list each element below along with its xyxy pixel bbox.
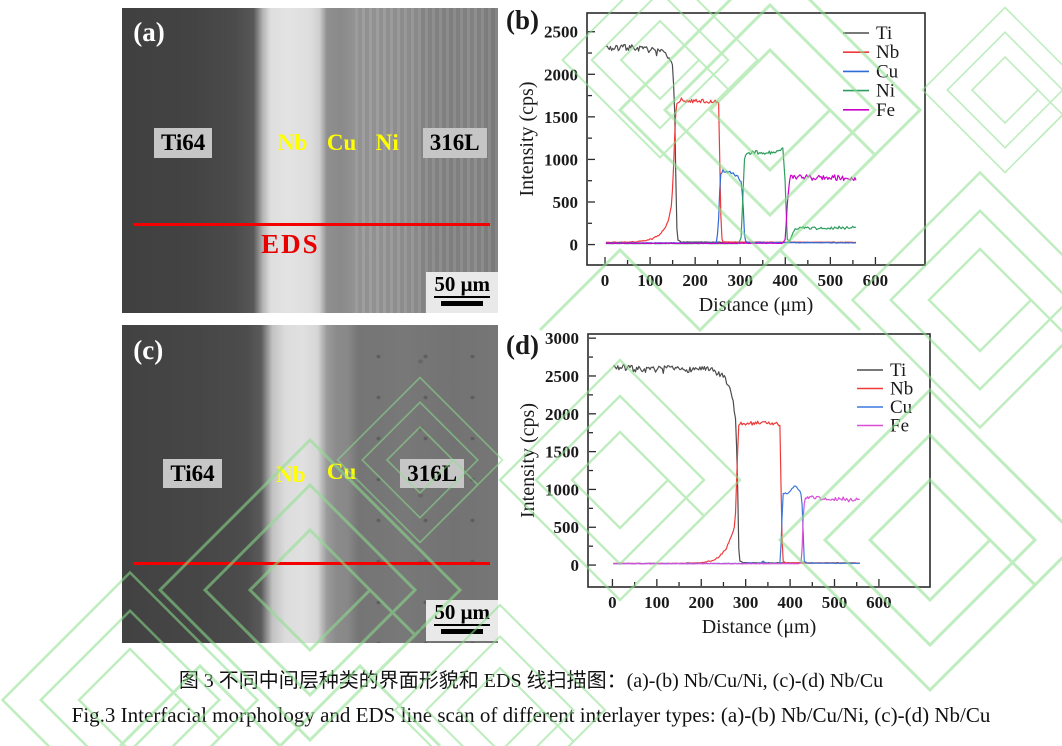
svg-text:1000: 1000 [545,480,579,499]
sem-panel-c: (c) Ti64 Nb Cu 316L 50 μm [122,325,498,643]
ti64-label: Ti64 [163,458,222,489]
svg-text:3000: 3000 [545,329,579,348]
svg-text:2500: 2500 [545,367,579,386]
svg-text:0: 0 [570,236,579,255]
svg-text:Cu: Cu [876,61,899,82]
svg-text:0: 0 [571,556,580,575]
figure-caption: 图 3 不同中间层种类的界面形貌和 EDS 线扫描图：(a)-(b) Nb/Cu… [0,660,1062,728]
scale-bar-rule [441,629,484,634]
cu-layer-label: Cu [326,458,357,484]
svg-text:100: 100 [644,593,670,612]
316l-label: 316L [400,458,465,489]
svg-text:400: 400 [773,271,799,290]
svg-text:600: 600 [866,593,892,612]
svg-text:Intensity (cps): Intensity (cps) [517,403,539,518]
svg-text:2500: 2500 [544,23,578,42]
caption-chinese: 图 3 不同中间层种类的界面形貌和 EDS 线扫描图：(a)-(b) Nb/Cu… [178,670,884,692]
eds-scan-line [133,561,491,565]
eds-text: EDS [261,229,320,260]
svg-text:Fe: Fe [876,100,895,121]
svg-text:400: 400 [777,593,803,612]
panel-b-letter: (b) [506,5,539,35]
scale-bar: 50 μm [426,271,498,313]
sem-texture [355,8,498,313]
svg-text:0: 0 [601,271,610,290]
sem-panel-a: (a) Ti64 Nb Cu Ni 316L EDS 50 μm [122,8,498,313]
svg-text:200: 200 [689,593,715,612]
eds-chart-d: (d) 0 100 200 300 400 500 600 0 500 1000 1500 2000 2… [505,325,1062,655]
nb-layer-label: Nb [278,130,308,155]
svg-text:300: 300 [733,593,759,612]
svg-text:1000: 1000 [544,150,578,169]
svg-text:Ni: Ni [876,81,895,102]
caption-english: Fig.3 Interfacial morphology and EDS lin… [71,703,991,727]
svg-text:Nb: Nb [876,42,899,63]
cu-layer-label: Cu [326,130,357,155]
ni-layer-label: Ni [375,130,399,155]
scale-bar-label: 50 μm [434,272,490,298]
svg-text:1500: 1500 [545,443,579,462]
svg-text:Fe: Fe [890,416,909,437]
svg-text:500: 500 [554,518,580,537]
ti64-label: Ti64 [153,128,213,159]
svg-text:1500: 1500 [544,108,578,127]
svg-text:Distance (μm): Distance (μm) [702,616,817,638]
svg-text:500: 500 [818,271,844,290]
panel-d-letter: (d) [506,330,539,360]
svg-text:100: 100 [637,271,663,290]
panel-c-letter: (c) [133,334,164,365]
svg-text:Distance (μm): Distance (μm) [699,294,814,316]
scale-bar: 50 μm [426,599,498,641]
svg-text:600: 600 [863,271,889,290]
svg-text:500: 500 [822,593,848,612]
scale-bar-rule [441,301,484,306]
svg-text:Intensity (cps): Intensity (cps) [516,82,538,197]
svg-text:200: 200 [682,271,708,290]
svg-text:2000: 2000 [544,65,578,84]
svg-text:500: 500 [553,193,579,212]
svg-text:0: 0 [608,593,617,612]
svg-text:2000: 2000 [545,405,579,424]
scale-bar-label: 50 μm [434,600,490,626]
eds-chart-b: (b) 0 100 200 300 400 500 600 0 500 1000 1500 2000 2… [505,0,1062,322]
panel-a-letter: (a) [133,17,165,48]
nb-layer-label: Nb [276,461,306,487]
eds-scan-line [133,223,491,227]
316l-label: 316L [422,128,487,159]
svg-text:300: 300 [727,271,753,290]
svg-text:Ti: Ti [876,23,892,44]
